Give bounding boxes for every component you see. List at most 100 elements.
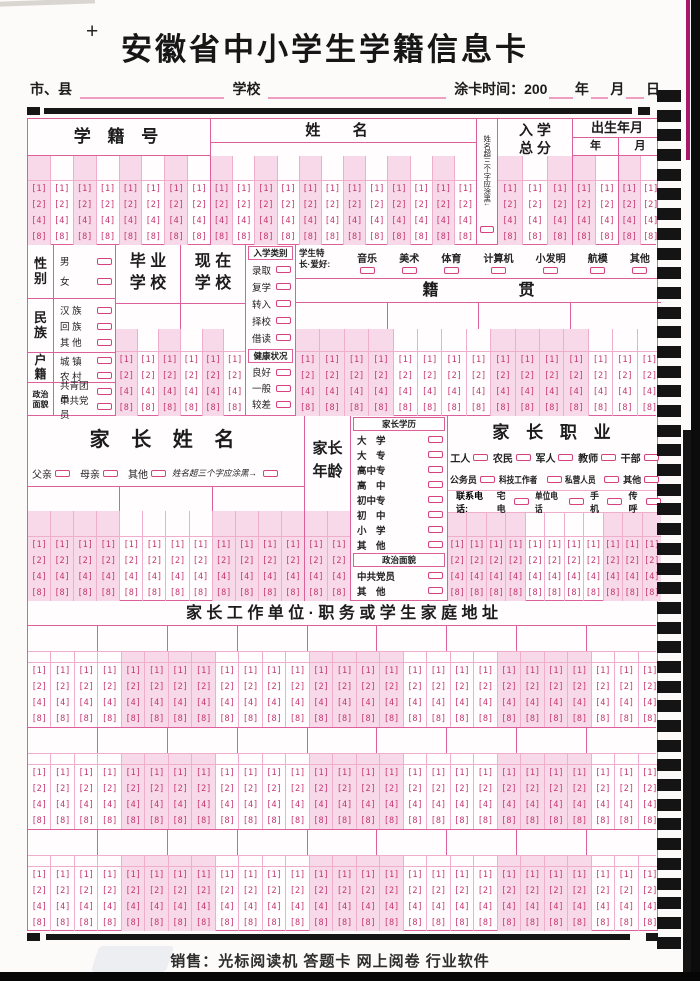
bubble-8[interactable]: [8] [289, 714, 306, 724]
bubble-4[interactable]: [4] [313, 698, 329, 708]
bubble-8[interactable]: [8] [77, 588, 93, 598]
bubble-1[interactable]: [1] [383, 870, 400, 880]
bubble-2[interactable]: [2] [183, 371, 200, 381]
bubble-2[interactable]: [2] [571, 682, 588, 692]
bubble-4[interactable]: [4] [449, 572, 465, 582]
bubble-4[interactable]: [4] [183, 387, 200, 397]
option-checkbox[interactable] [151, 469, 166, 477]
bubble-8[interactable]: [8] [195, 918, 212, 928]
bubble-1[interactable]: [1] [571, 870, 588, 880]
option-checkbox[interactable] [276, 400, 291, 408]
option-checkbox[interactable] [97, 306, 112, 314]
write-cell[interactable] [213, 487, 304, 511]
bubble-2[interactable]: [2] [469, 556, 485, 566]
bubble-4[interactable]: [4] [227, 387, 243, 397]
bubble-8[interactable]: [8] [172, 714, 188, 724]
bubble-2[interactable]: [2] [146, 556, 163, 566]
bubble-2[interactable]: [2] [54, 200, 70, 210]
bubble-8[interactable]: [8] [585, 588, 602, 598]
bubble-1[interactable]: [1] [258, 184, 274, 194]
bubble-8[interactable]: [8] [595, 714, 611, 724]
bubble-2[interactable]: [2] [302, 200, 318, 210]
bubble-2[interactable]: [2] [55, 682, 71, 692]
bubble-4[interactable]: [4] [546, 572, 563, 582]
bubble-1[interactable]: [1] [446, 355, 462, 365]
bubble-8[interactable]: [8] [308, 588, 324, 598]
bubble-4[interactable]: [4] [266, 698, 282, 708]
bubble-4[interactable]: [4] [54, 572, 70, 582]
bubble-4[interactable]: [4] [391, 216, 407, 226]
bubble-1[interactable]: [1] [407, 768, 423, 778]
bubble-8[interactable]: [8] [242, 714, 259, 724]
bubble-2[interactable]: [2] [477, 682, 494, 692]
bubble-8[interactable]: [8] [413, 232, 429, 242]
bubble-2[interactable]: [2] [300, 371, 316, 381]
option-checkbox[interactable] [276, 384, 291, 392]
bubble-1[interactable]: [1] [544, 355, 560, 365]
bubble-1[interactable]: [1] [360, 768, 376, 778]
bubble-8[interactable]: [8] [219, 816, 235, 826]
bubble-4[interactable]: [4] [507, 572, 524, 582]
bubble-1[interactable]: [1] [168, 184, 184, 194]
bubble-4[interactable]: [4] [501, 902, 517, 912]
bubble-2[interactable]: [2] [642, 682, 658, 692]
bubble-1[interactable]: [1] [192, 540, 209, 550]
bubble-1[interactable]: [1] [205, 355, 221, 365]
bubble-4[interactable]: [4] [148, 698, 165, 708]
bubble-1[interactable]: [1] [102, 870, 118, 880]
bubble-1[interactable]: [1] [125, 666, 141, 676]
bubble-4[interactable]: [4] [266, 902, 282, 912]
bubble-8[interactable]: [8] [642, 918, 658, 928]
bubble-8[interactable]: [8] [527, 588, 543, 598]
bubble-1[interactable]: [1] [454, 870, 470, 880]
bubble-4[interactable]: [4] [195, 698, 212, 708]
bubble-1[interactable]: [1] [585, 540, 602, 550]
bubble-4[interactable]: [4] [55, 902, 71, 912]
bubble-4[interactable]: [4] [454, 902, 470, 912]
bubble-2[interactable]: [2] [446, 371, 462, 381]
bubble-2[interactable]: [2] [383, 682, 400, 692]
bubble-8[interactable]: [8] [219, 714, 235, 724]
bubble-4[interactable]: [4] [308, 572, 324, 582]
bubble-2[interactable]: [2] [162, 371, 178, 381]
bubble-1[interactable]: [1] [407, 870, 423, 880]
bubble-4[interactable]: [4] [524, 698, 541, 708]
bubble-8[interactable]: [8] [313, 816, 329, 826]
bubble-2[interactable]: [2] [31, 784, 47, 794]
bubble-4[interactable]: [4] [552, 216, 568, 226]
bubble-8[interactable]: [8] [289, 816, 306, 826]
bubble-1[interactable]: [1] [621, 184, 637, 194]
bubble-1[interactable]: [1] [125, 768, 141, 778]
bubble-2[interactable]: [2] [383, 886, 400, 896]
bubble-2[interactable]: [2] [172, 886, 188, 896]
bubble-4[interactable]: [4] [266, 800, 282, 810]
bubble-8[interactable]: [8] [118, 403, 135, 413]
bubble-4[interactable]: [4] [219, 800, 235, 810]
bubble-4[interactable]: [4] [102, 800, 118, 810]
bubble-8[interactable]: [8] [605, 588, 621, 598]
bubble-4[interactable]: [4] [644, 572, 660, 582]
bubble-4[interactable]: [4] [78, 800, 94, 810]
option-checkbox[interactable] [428, 572, 443, 579]
bubble-4[interactable]: [4] [78, 902, 94, 912]
bubble-4[interactable]: [4] [242, 902, 259, 912]
write-cell[interactable] [296, 303, 388, 329]
bubble-1[interactable]: [1] [99, 184, 116, 194]
bubble-2[interactable]: [2] [621, 200, 637, 210]
bubble-2[interactable]: [2] [55, 784, 71, 794]
bubble-4[interactable]: [4] [599, 216, 615, 226]
bubble-4[interactable]: [4] [77, 572, 93, 582]
bubble-1[interactable]: [1] [576, 184, 592, 194]
bubble-1[interactable]: [1] [77, 540, 93, 550]
bubble-1[interactable]: [1] [77, 184, 93, 194]
bubble-1[interactable]: [1] [642, 666, 658, 676]
bubble-8[interactable]: [8] [31, 918, 47, 928]
bubble-1[interactable]: [1] [78, 768, 94, 778]
bubble-2[interactable]: [2] [169, 556, 186, 566]
bubble-4[interactable]: [4] [524, 902, 541, 912]
bubble-1[interactable]: [1] [336, 768, 353, 778]
bubble-1[interactable]: [1] [280, 184, 296, 194]
bubble-2[interactable]: [2] [77, 200, 93, 210]
bubble-2[interactable]: [2] [258, 200, 274, 210]
bubble-1[interactable]: [1] [236, 184, 252, 194]
